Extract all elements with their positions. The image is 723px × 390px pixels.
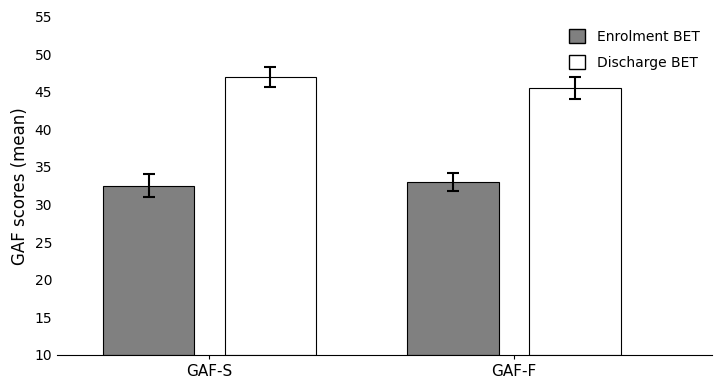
Legend: Enrolment BET, Discharge BET: Enrolment BET, Discharge BET bbox=[563, 23, 705, 75]
Bar bbox=[225, 77, 316, 355]
Y-axis label: GAF scores (mean): GAF scores (mean) bbox=[11, 107, 29, 264]
Bar bbox=[529, 88, 620, 355]
Bar bbox=[103, 186, 194, 355]
Bar bbox=[407, 182, 499, 355]
